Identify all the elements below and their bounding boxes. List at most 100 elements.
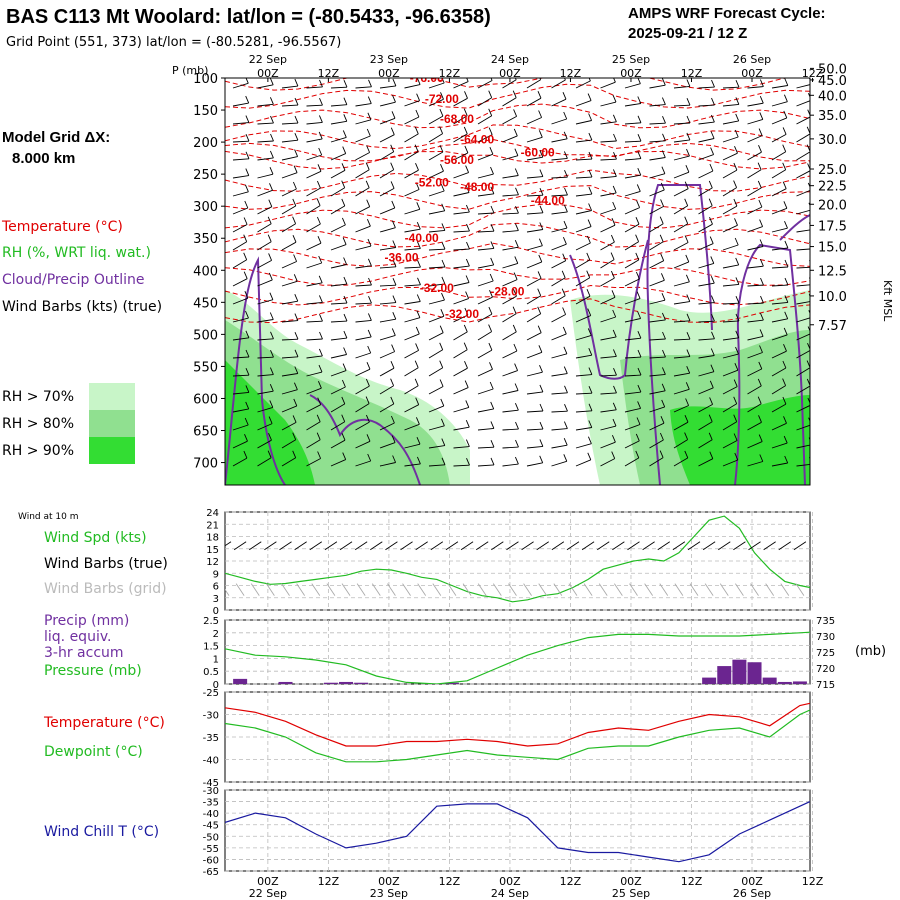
wind-barb-flag	[711, 97, 715, 106]
wind-barb-staff	[698, 205, 713, 215]
wind-barb-staff	[722, 283, 739, 287]
wind-barb-flag	[564, 385, 568, 393]
wind-barb-staff	[722, 459, 738, 467]
wind-barb-flag	[463, 126, 468, 135]
wind-barb-flag	[440, 418, 445, 426]
wind-barb-flag	[686, 115, 691, 124]
isotherm-line	[225, 284, 810, 306]
wind-barb-flag	[637, 401, 642, 409]
wind-barb-staff	[747, 403, 762, 413]
wind-barb-flag	[537, 271, 542, 279]
wind-barb-staff	[649, 206, 664, 215]
wind-barb-flag	[489, 147, 494, 155]
wind-barb-staff	[771, 151, 786, 161]
isotherm-label: -52.00	[415, 175, 449, 189]
wind-barb-flag	[562, 92, 567, 100]
isotherm-line	[225, 169, 810, 192]
wind-barb-staff	[428, 133, 443, 143]
wind-barb-staff	[551, 260, 566, 269]
wind-barb-flag	[587, 452, 592, 460]
wind-barb-grid	[719, 583, 729, 596]
wind-barb-flag	[563, 421, 568, 429]
wind-barb-true	[249, 541, 262, 551]
wind-barb-grid	[613, 583, 623, 596]
isotherm-line	[225, 103, 810, 129]
wind-barb-flag	[807, 163, 810, 171]
wind-barb-flag	[490, 166, 494, 175]
wind-barb-flag	[392, 455, 397, 463]
wind-barb-staff	[600, 224, 616, 233]
wind-barb-flag	[733, 414, 738, 422]
wind-barb-staff	[306, 223, 321, 233]
wind-barb-staff	[477, 80, 493, 89]
wind-barb-staff	[747, 169, 762, 179]
right-axis-label: Kft MSL	[881, 280, 894, 322]
wind-barb-staff	[673, 85, 690, 89]
wind-barb-flag	[808, 310, 810, 315]
wind-barb-staff	[453, 248, 470, 251]
wind-barb-true	[672, 541, 686, 551]
wind-barb-staff	[453, 367, 468, 377]
wind-barb-staff	[600, 296, 616, 305]
wind-barb-flag	[490, 78, 493, 81]
wind-barb-staff	[502, 331, 517, 341]
precip-right-tick-label: 725	[816, 648, 835, 659]
wind-barb-staff	[281, 405, 297, 413]
wind-barb-staff	[404, 404, 419, 413]
wind-barb-staff	[747, 461, 763, 467]
wind-barb-staff	[575, 80, 591, 89]
wind-barb-staff	[257, 223, 272, 233]
wind-barb-flag	[243, 217, 248, 225]
wind-barb-staff	[649, 356, 666, 359]
wind-barb-flag	[365, 180, 370, 188]
wind-barb-staff	[281, 320, 298, 323]
wind-barb-staff	[257, 356, 274, 359]
wind-barb-staff	[649, 439, 664, 449]
wind-barb-staff	[428, 332, 444, 341]
legend-rh90-swatch	[89, 437, 135, 464]
legend-temperature-sfc: Temperature (°C)	[43, 715, 165, 731]
wind-barb-staff	[551, 118, 567, 125]
wind-barb-flag	[293, 398, 298, 407]
wind-barb-flag	[759, 329, 764, 337]
wind-barb-true	[225, 541, 232, 547]
wind-barb-staff	[281, 172, 298, 179]
wind-barb-staff	[526, 313, 541, 323]
wind-barb-staff	[722, 369, 739, 377]
time-tick-label-top: 12Z	[802, 67, 824, 80]
wind-barb-staff	[232, 102, 249, 107]
wind-barb-staff	[673, 439, 688, 449]
wind-barb-staff	[257, 406, 273, 413]
wind-barb-staff	[526, 332, 542, 341]
wind-barb-flag	[562, 326, 567, 335]
wind-barb-staff	[575, 100, 592, 107]
wind-barb-flag	[514, 223, 519, 231]
wind-barb-flag	[465, 291, 470, 299]
wind-barb-flag	[710, 114, 715, 123]
wind-barb-flag	[661, 293, 666, 301]
wind-barb-grid	[266, 583, 275, 596]
wind-barb-flag	[368, 79, 372, 87]
wind-barb-staff	[747, 284, 764, 287]
wind-barb-staff	[355, 245, 372, 251]
wind-barb-staff	[306, 242, 322, 251]
wind-barb-staff	[624, 122, 642, 125]
wind-barb-staff	[306, 104, 323, 107]
wind-barb-flag	[464, 91, 468, 99]
height-tick-label: 10.0	[818, 290, 847, 305]
wind-barb-staff	[404, 116, 420, 125]
wind-barb-staff	[330, 403, 346, 413]
wind-barb-staff	[526, 212, 544, 215]
wind-barb-flag	[465, 439, 470, 447]
wind-barb-staff	[281, 205, 297, 215]
wind-barb-staff	[404, 248, 421, 251]
wind-barb-flag	[244, 291, 249, 299]
wind-barb-flag	[734, 237, 739, 246]
wind-barb-flag	[367, 453, 372, 462]
wind-barb-staff	[747, 421, 762, 431]
wind-barb-staff	[575, 410, 593, 413]
wind-barb-staff	[379, 302, 396, 305]
wind-barb-staff	[502, 370, 518, 377]
precip-right-tick-label: 720	[816, 664, 835, 675]
wind-barb-staff	[477, 427, 494, 431]
